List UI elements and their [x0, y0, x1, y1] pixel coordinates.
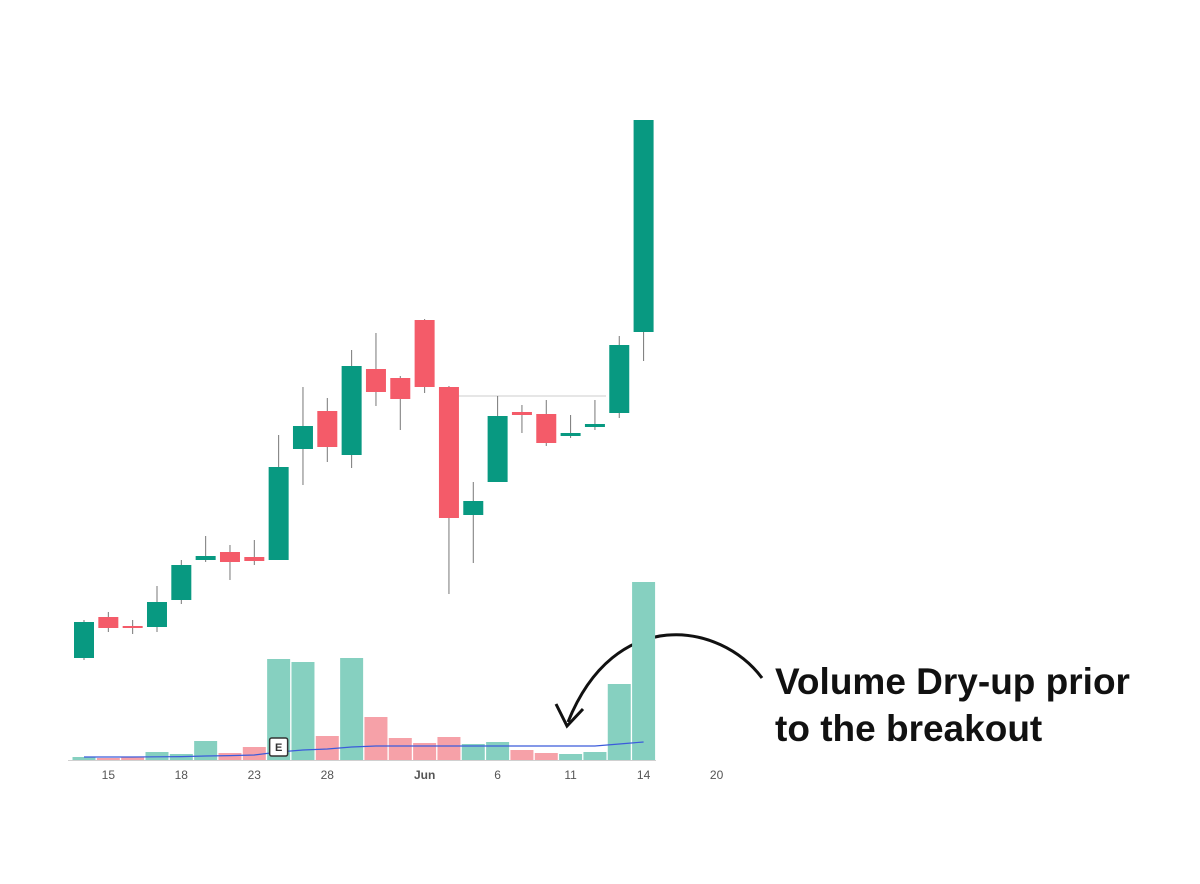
volume-bar: [218, 753, 242, 760]
x-tick-label: 23: [248, 768, 262, 782]
x-tick-label: 15: [102, 768, 116, 782]
candle-body: [292, 426, 313, 449]
volume-bar: [242, 747, 266, 760]
candle-body: [219, 552, 240, 562]
x-tick-label: Jun: [414, 768, 435, 782]
candle-body: [195, 556, 216, 560]
volume-bar: [486, 742, 510, 760]
volume-bar: [96, 758, 120, 760]
volume-bar: [632, 582, 656, 760]
volume-bar: [315, 736, 339, 760]
candle-body: [438, 387, 459, 518]
candle-body: [487, 416, 508, 482]
candle-body: [244, 557, 265, 561]
volume-bar: [121, 757, 145, 760]
volume-bar: [413, 743, 437, 760]
candle-body: [74, 622, 94, 658]
volume-bar: [461, 744, 485, 760]
candle-body: [317, 411, 338, 447]
volume-bar: [364, 717, 388, 760]
candle-body: [414, 320, 435, 387]
candle-body: [536, 414, 557, 443]
x-tick-label: 14: [637, 768, 651, 782]
volume-bar: [340, 658, 364, 760]
candle-body: [390, 378, 411, 399]
volume-bar: [583, 752, 607, 760]
arrow-head: [554, 703, 585, 729]
candle-body: [341, 366, 362, 455]
candle-body: [560, 433, 581, 436]
candle-body: [268, 467, 289, 560]
volume-bar: [194, 741, 218, 760]
earnings-marker: [268, 737, 289, 757]
candle-body: [365, 369, 386, 392]
volume-bar: [291, 662, 315, 760]
x-tick-label: 18: [175, 768, 189, 782]
volume-bar: [388, 738, 412, 760]
candle-body: [633, 120, 654, 332]
volume-bar: [145, 752, 169, 760]
volume-bar: [510, 750, 534, 760]
x-tick-label: 11: [564, 768, 577, 782]
volume-bar: [267, 659, 291, 760]
x-tick-label: 6: [494, 768, 501, 782]
volume-bar: [437, 737, 461, 760]
annotation: Volume Dry-up prior: [775, 661, 1130, 702]
x-tick-label: 20: [710, 768, 724, 782]
volume-bar: [72, 757, 96, 760]
volume-bar: [559, 754, 583, 760]
candle-body: [98, 617, 119, 628]
candle-body: [609, 345, 630, 413]
volume-ma-line: [84, 741, 644, 758]
candle-body: [511, 412, 532, 415]
volume-bar: [534, 753, 558, 760]
annotation: to the breakout: [775, 708, 1042, 749]
volume-bar: [607, 684, 631, 760]
candle-body: [584, 424, 605, 427]
x-tick-label: 28: [321, 768, 335, 782]
candle-body: [122, 626, 143, 628]
candle-body: [171, 565, 192, 600]
candle-body: [146, 602, 167, 627]
annotation-arrow: [566, 633, 764, 723]
candle-body: [463, 501, 484, 515]
earnings-label: E: [275, 742, 282, 754]
